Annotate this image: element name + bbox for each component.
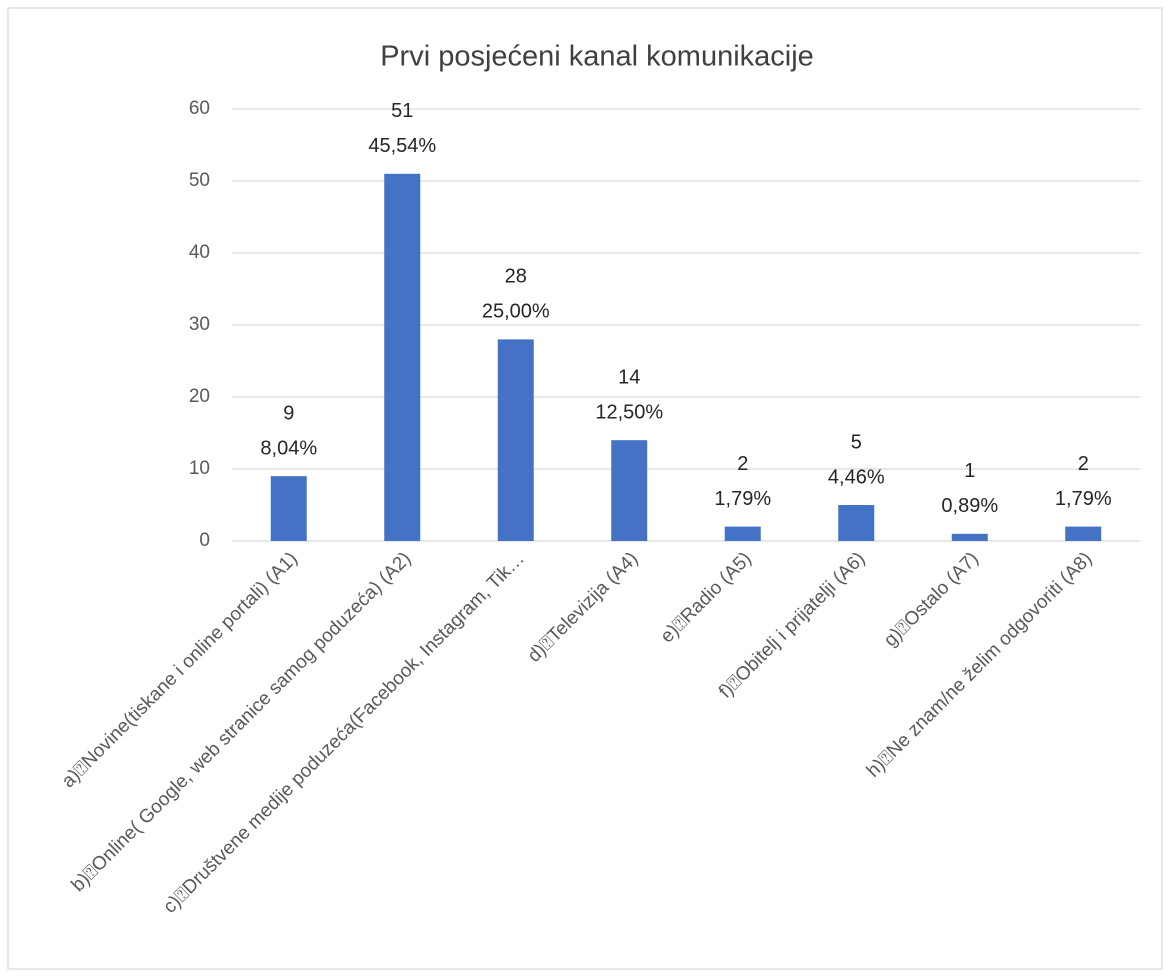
data-label-percent: 25,00%: [482, 301, 550, 323]
data-label-percent: 1,79%: [714, 488, 771, 510]
chart-title: Prvi posjećeni kanal komunikacije: [380, 41, 814, 73]
y-tick-label: 50: [189, 170, 210, 191]
chart-border: [7, 7, 1163, 970]
bar: [611, 440, 648, 541]
y-tick-label: 20: [189, 386, 210, 407]
y-tick-label: 60: [189, 98, 210, 119]
data-label-percent: 45,54%: [368, 135, 436, 157]
data-label-percent: 0,89%: [941, 495, 998, 517]
data-label-percent: 4,46%: [828, 466, 885, 488]
bar: [497, 339, 534, 541]
data-label: 2: [737, 453, 748, 475]
data-label: 2: [1078, 453, 1089, 475]
data-label: 9: [283, 402, 294, 424]
data-label: 1: [964, 460, 975, 482]
bar: [838, 505, 875, 541]
data-label: 51: [391, 100, 413, 122]
bar: [951, 533, 988, 541]
y-tick-label: 0: [199, 530, 210, 551]
data-label: 28: [505, 266, 527, 288]
data-label-percent: 12,50%: [595, 401, 663, 423]
y-tick-label: 10: [189, 458, 210, 479]
data-label-percent: 1,79%: [1055, 488, 1112, 510]
bar: [724, 526, 761, 541]
data-label: 5: [851, 431, 862, 453]
bar: [1065, 526, 1102, 541]
y-tick-label: 30: [189, 314, 210, 335]
data-label: 14: [618, 366, 640, 388]
bar: [384, 173, 421, 542]
y-tick-label: 40: [189, 242, 210, 263]
data-label-percent: 8,04%: [260, 437, 317, 459]
bar: [270, 476, 307, 541]
